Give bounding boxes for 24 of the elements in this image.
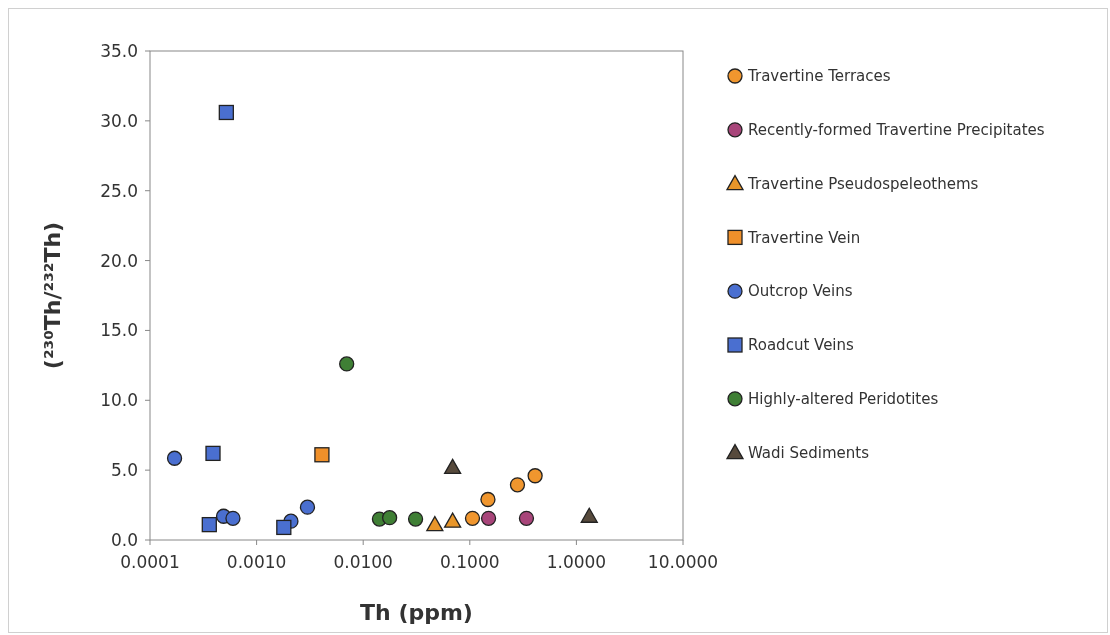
x-axis-title: Th (ppm) (360, 600, 473, 625)
x-tick-label: 10.0000 (647, 552, 719, 572)
x-tick-label: 0.0010 (226, 552, 287, 572)
legend-label: Wadi Sediments (748, 443, 870, 462)
legend-label: Travertine Vein (747, 228, 861, 247)
x-tick-label: 1.0000 (546, 552, 607, 572)
y-tick-label: 5.0 (110, 460, 138, 481)
legend-label: Recently-formed Travertine Precipitates (748, 121, 1045, 140)
y-tick-label: 0.0 (110, 529, 138, 550)
legend-label: Travertine Terraces (747, 67, 891, 86)
y-tick-label: 15.0 (100, 320, 138, 341)
y-tick-label: 10.0 (100, 390, 138, 411)
legend-label: Travertine Pseudospeleothems (747, 174, 979, 193)
legend-label: Outcrop Veins (748, 282, 853, 301)
x-tick-label: 0.0001 (120, 552, 180, 572)
legend-label: Roadcut Veins (748, 336, 855, 355)
x-tick-label: 0.1000 (440, 552, 500, 572)
y-tick-label: 20.0 (100, 250, 138, 271)
y-tick-label: 25.0 (100, 180, 138, 201)
y-tick-label: 35.0 (100, 40, 138, 61)
y-axis-title: (²³⁰Th/²³²Th) (40, 221, 65, 370)
y-tick-label: 30.0 (100, 110, 138, 131)
x-tick-label: 0.0100 (333, 552, 393, 572)
legend-label: Highly-altered Peridotites (748, 390, 939, 409)
